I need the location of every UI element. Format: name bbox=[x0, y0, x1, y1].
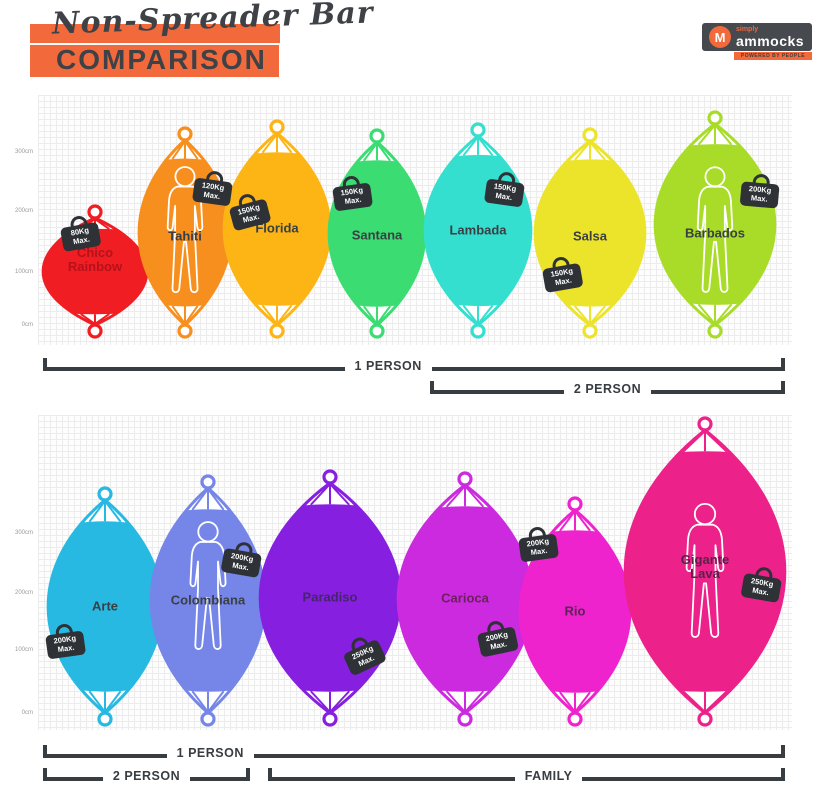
bracket-line bbox=[651, 390, 781, 394]
person-outline-icon bbox=[696, 166, 734, 293]
y-axis-tick-label: 300cm bbox=[14, 530, 33, 536]
hammock-shapes-layer bbox=[41, 110, 777, 339]
title-accent-bar-top bbox=[30, 24, 280, 43]
page-title: COMPARISON bbox=[56, 44, 267, 75]
hammock-chart-bottom: 300cm 200cm 100cm 0cm Arte 200Kg Max. Colombia… bbox=[15, 415, 792, 785]
person-outline-icon bbox=[189, 521, 227, 650]
bracket-line bbox=[434, 390, 564, 394]
weight-badge-text: 150Kg Max. bbox=[483, 178, 525, 208]
weight-limit-badge: 80Kg Max. bbox=[58, 213, 102, 253]
brand-logo-box: M simply ammocks bbox=[702, 23, 812, 51]
size-group-bracket: 1 PERSON bbox=[43, 742, 785, 760]
size-group-bracket: 2 PERSON bbox=[430, 378, 785, 396]
bracket-line bbox=[253, 754, 781, 758]
y-axis-tick-label: 100cm bbox=[14, 647, 33, 653]
bracket-end-cap bbox=[268, 768, 272, 781]
person-outline-icon bbox=[685, 502, 725, 638]
person-outline-icon bbox=[166, 166, 204, 294]
hammock-name-label: Florida bbox=[255, 220, 299, 236]
size-group-label: 2 PERSON bbox=[112, 769, 181, 783]
hammock-name-label: Salsa bbox=[573, 228, 607, 244]
y-axis-tick-label: 0cm bbox=[21, 322, 33, 328]
y-axis-tick-label: 200cm bbox=[14, 208, 33, 214]
size-group-bracket: 1 PERSON bbox=[43, 355, 785, 373]
weight-badge-text: 200Kg Max. bbox=[739, 181, 780, 209]
hammock-chart-top: 300cm 200cm 100cm 0cm Chico Rainbow 80Kg Max.… bbox=[15, 95, 792, 397]
bracket-end-cap bbox=[781, 745, 785, 758]
weight-limit-badge: 150Kg Max. bbox=[331, 174, 374, 212]
bracket-line bbox=[272, 777, 515, 781]
bracket-end-cap bbox=[246, 768, 250, 781]
size-group-label: FAMILY bbox=[524, 769, 573, 783]
page-title-script: Non-Spreader Bar bbox=[51, 0, 375, 42]
size-group-bracket: FAMILY bbox=[268, 765, 785, 783]
hammock-name-label: Carioca bbox=[441, 590, 489, 606]
brand-logo-tagline: POWERED BY PEOPLE bbox=[734, 52, 812, 60]
bracket-line bbox=[431, 367, 781, 371]
bracket-end-cap bbox=[781, 381, 785, 394]
hammock-name-label: Paradiso bbox=[302, 589, 358, 605]
bracket-end-cap bbox=[43, 358, 47, 371]
weight-limit-badge: 250Kg Max. bbox=[740, 564, 783, 604]
weight-limit-badge: 150Kg Max. bbox=[483, 170, 526, 208]
hammock-name-label: Chico Rainbow bbox=[67, 244, 123, 275]
bracket-end-cap bbox=[781, 768, 785, 781]
hammock-name-label: Santana bbox=[351, 227, 403, 243]
hammock-name-label: Rio bbox=[564, 603, 586, 619]
y-axis-tick-label: 0cm bbox=[21, 710, 33, 716]
hammock-name-label: Arte bbox=[91, 598, 119, 614]
hammock-logo-icon: M bbox=[709, 26, 731, 48]
bracket-end-cap bbox=[43, 768, 47, 781]
weight-limit-badge: 200Kg Max. bbox=[517, 525, 560, 563]
weight-limit-badge: 200Kg Max. bbox=[220, 539, 263, 579]
bracket-line bbox=[190, 777, 246, 781]
y-axis-tick-label: 300cm bbox=[14, 149, 33, 155]
y-axis-tick-label: 200cm bbox=[14, 590, 33, 596]
bracket-end-cap bbox=[781, 358, 785, 371]
title-accent-bar-bottom: COMPARISON bbox=[30, 45, 279, 77]
bracket-end-cap bbox=[430, 381, 434, 394]
brand-logo-simply: simply bbox=[736, 26, 759, 33]
bracket-line bbox=[47, 367, 345, 371]
size-group-label: 1 PERSON bbox=[354, 359, 422, 373]
hammock-name-label: Barbados bbox=[685, 225, 745, 241]
hammock-name-label: Colombiana bbox=[170, 592, 246, 608]
size-group-label: 2 PERSON bbox=[573, 382, 642, 396]
size-group-bracket: 2 PERSON bbox=[43, 765, 250, 783]
y-axis-tick-label: 100cm bbox=[14, 269, 33, 275]
hammock-name-label: Gigante Lava bbox=[680, 551, 730, 582]
weight-limit-badge: 150Kg Max. bbox=[540, 254, 584, 294]
brand-logo: M simply ammocks POWERED BY PEOPLE bbox=[702, 23, 812, 60]
bracket-line bbox=[47, 754, 167, 758]
hammock-name-label: Lambada bbox=[449, 222, 507, 238]
bracket-line bbox=[582, 777, 781, 781]
bracket-end-cap bbox=[43, 745, 47, 758]
weight-limit-badge: 200Kg Max. bbox=[44, 622, 87, 660]
brand-logo-name: ammocks bbox=[736, 33, 805, 49]
size-group-label: 1 PERSON bbox=[176, 746, 244, 760]
hammock-shapes-layer bbox=[46, 416, 787, 727]
bracket-line bbox=[47, 777, 103, 781]
hammock-name-label: Tahiti bbox=[168, 228, 202, 244]
weight-limit-badge: 200Kg Max. bbox=[739, 172, 781, 209]
